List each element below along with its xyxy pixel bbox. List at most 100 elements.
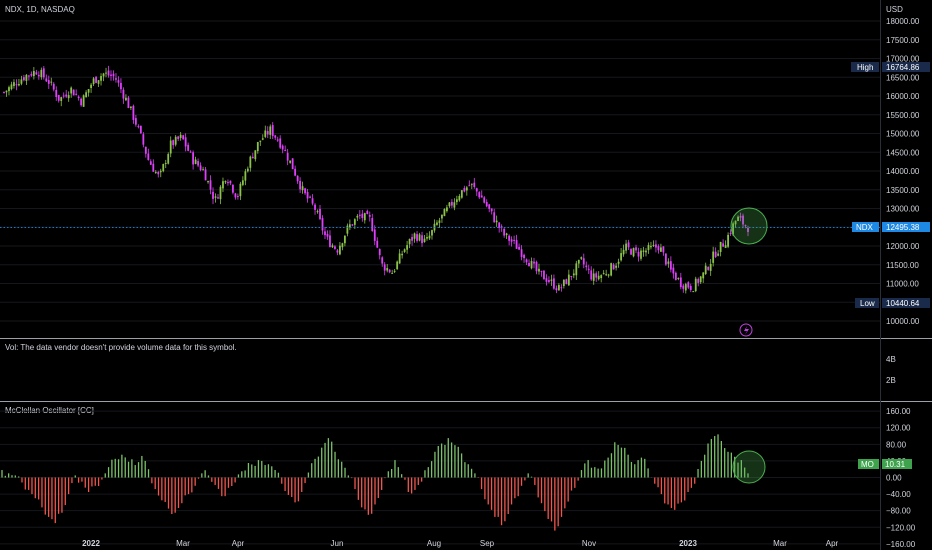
- candle-body: [403, 249, 406, 252]
- candle-body: [139, 125, 142, 134]
- candle-body: [533, 261, 535, 264]
- candle-body: [523, 254, 525, 259]
- candle-body: [304, 188, 306, 194]
- candle-body: [535, 261, 538, 272]
- candle-body: [510, 239, 513, 242]
- candle-body: [587, 268, 590, 270]
- candle-body: [192, 152, 195, 165]
- candle-body: [650, 245, 652, 248]
- candle-body: [488, 204, 491, 209]
- candle-body: [127, 97, 130, 109]
- candle-body: [548, 280, 550, 282]
- alert-icon[interactable]: [739, 323, 753, 337]
- price-tick-label: 16500.00: [886, 73, 920, 82]
- candle-body: [373, 229, 376, 241]
- candle-body: [97, 80, 100, 84]
- candle-body: [182, 135, 185, 140]
- candle-body: [219, 186, 222, 200]
- candle-body: [296, 175, 299, 182]
- oscillator-bars: [1, 434, 749, 531]
- candle-body: [515, 240, 518, 249]
- candle-body: [640, 250, 642, 259]
- low-label: Low: [860, 299, 875, 308]
- candle-body: [199, 165, 202, 171]
- time-axis[interactable]: 2022 Mar Apr Jun Aug Sep Nov 2023 Mar Apr: [82, 539, 838, 548]
- candle-body: [52, 83, 55, 90]
- oscillator-axis[interactable]: 160.00120.0080.0040.000.00−40.00−80.00−1…: [886, 407, 916, 549]
- candle-body: [582, 258, 585, 265]
- candle-body: [485, 201, 488, 207]
- candle-body: [309, 196, 311, 198]
- candle-body: [550, 279, 553, 281]
- candle-body: [408, 238, 411, 245]
- volume-pane-title[interactable]: Vol: The data vendor doesn't provide vol…: [5, 343, 237, 352]
- candle-body: [446, 207, 448, 212]
- candle-body: [284, 149, 287, 151]
- candle-body: [729, 232, 732, 234]
- candle-body: [47, 80, 50, 84]
- candle-body: [657, 246, 660, 251]
- candle-body: [100, 76, 102, 81]
- candle-body: [154, 171, 157, 173]
- candle-body: [291, 158, 294, 170]
- candle-body: [436, 222, 438, 225]
- date-tick-label: Sep: [480, 539, 495, 548]
- candle-body: [321, 218, 324, 231]
- candle-body: [274, 135, 277, 138]
- currency-label: USD: [886, 5, 903, 14]
- candle-body: [236, 195, 239, 197]
- candle-body: [197, 161, 199, 166]
- candle-body: [60, 97, 63, 101]
- candle-body: [607, 274, 610, 276]
- candle-body: [615, 265, 618, 268]
- candle-body: [468, 185, 471, 187]
- candle-body: [82, 95, 85, 107]
- candle-body: [483, 197, 486, 203]
- candle-body: [602, 273, 605, 275]
- symbol-title[interactable]: NDX, 1D, NASDAQ: [5, 5, 75, 14]
- oscillator-tag-value: 10.31: [885, 460, 906, 469]
- candle-body: [717, 253, 720, 256]
- candle-body: [301, 186, 304, 191]
- candle-body: [125, 97, 127, 101]
- candle-body: [480, 195, 483, 198]
- price-tick-label: 18000.00: [886, 17, 920, 26]
- candle-body: [398, 253, 401, 264]
- candle-body: [50, 81, 53, 83]
- candle-body: [622, 249, 625, 255]
- candle-body: [356, 215, 359, 218]
- candle-body: [612, 264, 615, 270]
- candle-body: [167, 154, 170, 164]
- candle-body: [112, 73, 115, 77]
- candle-body: [13, 82, 15, 86]
- candle-body: [276, 139, 279, 141]
- oscillator-grid: [0, 410, 880, 545]
- candle-body: [137, 126, 140, 128]
- candle-body: [557, 285, 560, 291]
- candle-body: [244, 171, 247, 181]
- candle-body: [572, 273, 575, 276]
- candle-body: [416, 234, 418, 241]
- candle-body: [209, 180, 212, 190]
- price-highlight-circle: [730, 207, 768, 245]
- oscillator-pane-title[interactable]: McClellan Oscillator [CC]: [5, 406, 94, 415]
- candle-body: [473, 182, 476, 187]
- candle-body: [667, 261, 670, 264]
- candle-body: [120, 82, 122, 90]
- candle-body: [3, 91, 5, 93]
- candle-body: [712, 251, 715, 263]
- candle-body: [413, 233, 416, 239]
- low-tag: Low 10440.64: [855, 298, 930, 308]
- candle-body: [744, 225, 747, 227]
- candle-body: [739, 215, 742, 218]
- candle-body: [687, 282, 690, 288]
- candle-body: [627, 242, 630, 248]
- price-tick-label: 14500.00: [886, 148, 920, 157]
- candle-body: [311, 198, 314, 204]
- candle-body: [632, 248, 635, 257]
- candle-body: [538, 268, 540, 272]
- candle-body: [438, 220, 441, 223]
- grid: [0, 20, 880, 322]
- candle-body: [443, 208, 446, 217]
- candle-body: [261, 138, 264, 140]
